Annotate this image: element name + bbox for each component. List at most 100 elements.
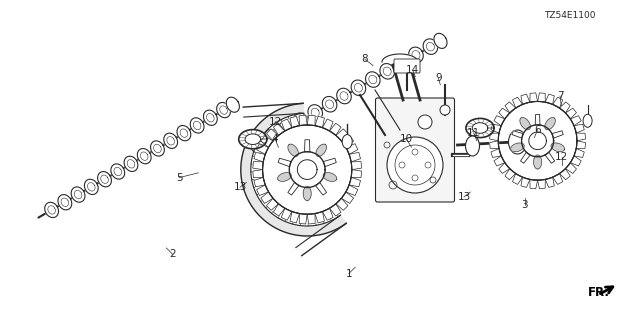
Polygon shape	[491, 124, 501, 133]
Polygon shape	[341, 192, 353, 204]
Circle shape	[440, 105, 450, 115]
Polygon shape	[278, 158, 291, 167]
Polygon shape	[217, 102, 230, 118]
Polygon shape	[346, 144, 358, 154]
Polygon shape	[513, 97, 522, 108]
Polygon shape	[529, 132, 547, 149]
Polygon shape	[289, 152, 325, 188]
Polygon shape	[552, 131, 563, 138]
Polygon shape	[565, 163, 577, 173]
Polygon shape	[499, 108, 510, 119]
Polygon shape	[490, 141, 499, 148]
Polygon shape	[466, 118, 494, 138]
Polygon shape	[538, 93, 545, 102]
Polygon shape	[273, 204, 285, 216]
Polygon shape	[278, 172, 291, 181]
Polygon shape	[545, 152, 555, 163]
Text: 9: 9	[435, 73, 442, 84]
Text: 6: 6	[534, 124, 541, 135]
Polygon shape	[257, 144, 269, 154]
Text: 10: 10	[400, 134, 413, 144]
Polygon shape	[336, 198, 348, 210]
Polygon shape	[553, 97, 563, 108]
Polygon shape	[349, 177, 360, 187]
Polygon shape	[522, 125, 554, 157]
Text: 12: 12	[269, 116, 282, 127]
Polygon shape	[491, 148, 501, 157]
Text: 13: 13	[458, 192, 470, 202]
Polygon shape	[530, 180, 538, 189]
Polygon shape	[273, 123, 285, 135]
Polygon shape	[574, 124, 584, 133]
Polygon shape	[279, 121, 294, 137]
Polygon shape	[521, 94, 530, 104]
Polygon shape	[565, 108, 577, 119]
Polygon shape	[351, 162, 362, 170]
Ellipse shape	[342, 135, 352, 148]
Polygon shape	[535, 115, 540, 125]
Polygon shape	[298, 160, 317, 180]
Polygon shape	[300, 213, 307, 224]
Polygon shape	[257, 185, 269, 196]
Polygon shape	[434, 33, 447, 48]
Polygon shape	[559, 102, 570, 113]
Polygon shape	[341, 136, 353, 147]
Polygon shape	[520, 152, 530, 163]
Polygon shape	[576, 133, 586, 141]
Polygon shape	[98, 172, 111, 187]
Polygon shape	[307, 115, 315, 126]
Polygon shape	[330, 123, 341, 135]
FancyBboxPatch shape	[376, 98, 454, 202]
Polygon shape	[323, 119, 333, 131]
Polygon shape	[177, 125, 191, 141]
Polygon shape	[253, 162, 263, 170]
Circle shape	[387, 137, 443, 193]
Polygon shape	[294, 113, 308, 128]
Polygon shape	[254, 152, 266, 162]
Polygon shape	[250, 138, 265, 153]
Polygon shape	[349, 152, 360, 162]
Polygon shape	[521, 177, 530, 188]
Polygon shape	[45, 202, 58, 218]
Polygon shape	[290, 212, 300, 223]
Polygon shape	[323, 96, 337, 112]
Polygon shape	[365, 72, 380, 87]
Polygon shape	[111, 164, 125, 179]
Text: 7: 7	[557, 91, 563, 101]
Polygon shape	[316, 144, 326, 156]
Polygon shape	[534, 155, 541, 169]
Polygon shape	[282, 208, 292, 220]
Polygon shape	[323, 158, 336, 167]
Polygon shape	[337, 88, 351, 104]
Polygon shape	[290, 116, 300, 128]
Polygon shape	[84, 179, 98, 195]
Ellipse shape	[583, 114, 592, 127]
Polygon shape	[303, 187, 311, 201]
Polygon shape	[559, 169, 570, 180]
Polygon shape	[323, 172, 337, 181]
Polygon shape	[545, 117, 556, 130]
Polygon shape	[499, 101, 577, 180]
Polygon shape	[308, 105, 323, 120]
Polygon shape	[315, 116, 324, 128]
Polygon shape	[124, 156, 138, 172]
Polygon shape	[351, 170, 362, 178]
Polygon shape	[494, 116, 505, 126]
Polygon shape	[266, 198, 278, 210]
Polygon shape	[346, 185, 358, 196]
Polygon shape	[513, 173, 522, 184]
Ellipse shape	[509, 130, 527, 154]
Polygon shape	[282, 119, 292, 131]
Polygon shape	[253, 170, 263, 178]
Polygon shape	[545, 177, 554, 188]
Polygon shape	[520, 117, 531, 130]
Polygon shape	[262, 125, 352, 214]
Text: 11: 11	[467, 128, 480, 138]
Polygon shape	[511, 143, 524, 152]
Polygon shape	[266, 129, 278, 141]
Polygon shape	[288, 144, 298, 156]
Text: 1: 1	[346, 268, 352, 279]
Polygon shape	[300, 115, 307, 126]
Polygon shape	[336, 129, 348, 141]
Polygon shape	[570, 116, 581, 126]
